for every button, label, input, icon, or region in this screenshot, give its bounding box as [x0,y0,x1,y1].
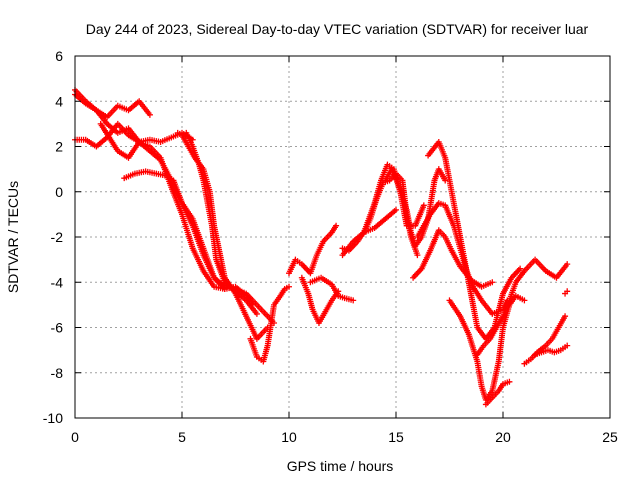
x-tick-label: 10 [281,429,297,445]
data-point [420,202,427,209]
track-series [247,283,292,365]
data-point [393,206,399,213]
data-point [146,111,153,118]
axis-ticks: 0 5 10 15 20 25 -10 -8 -6 -4 -2 0 2 4 6 [43,48,618,445]
x-axis-label: GPS time / hours [287,458,394,474]
track-series [425,138,524,342]
data-point [414,252,421,259]
y-tick-label: -6 [51,320,64,336]
track-series [414,200,511,317]
data-point [489,279,496,286]
track-series [72,91,153,121]
data-point [562,313,569,320]
track-series [474,256,571,358]
track-series [121,168,278,326]
y-tick-label: 0 [55,184,63,200]
data-point [350,297,357,304]
y-axis-label: SDTVAR / TECUs [5,181,21,293]
track-series [532,342,571,358]
track-series [97,120,228,293]
data-points [72,86,571,408]
y-tick-label: -2 [51,229,64,245]
track-series [286,222,340,277]
data-point [564,288,571,295]
y-tick-label: 4 [55,93,63,109]
x-tick-label: 5 [178,429,186,445]
y-tick-label: 2 [55,139,63,155]
grid-lines [75,56,610,418]
chart-title: Day 244 of 2023, Sidereal Day-to-day VTE… [86,21,589,37]
y-tick-label: -4 [51,274,64,290]
track-series [72,86,256,308]
track-series [521,313,569,367]
track-series [307,274,357,304]
data-point [442,177,449,184]
data-point [506,378,513,385]
x-tick-label: 20 [495,429,511,445]
y-tick-label: -8 [51,365,64,381]
data-point [564,261,571,268]
data-point [333,222,340,229]
track-series [183,129,260,317]
x-tick-label: 15 [388,429,404,445]
data-point [521,297,528,304]
x-tick-label: 0 [71,429,79,445]
data-point [286,283,292,290]
data-point [253,310,260,317]
data-point [564,342,571,349]
y-tick-label: 6 [55,48,63,64]
track-series [482,378,513,408]
x-tick-label: 25 [602,429,618,445]
track-series [298,274,342,326]
track-series [562,288,571,297]
y-tick-label: -10 [43,410,63,426]
data-point [517,265,524,272]
